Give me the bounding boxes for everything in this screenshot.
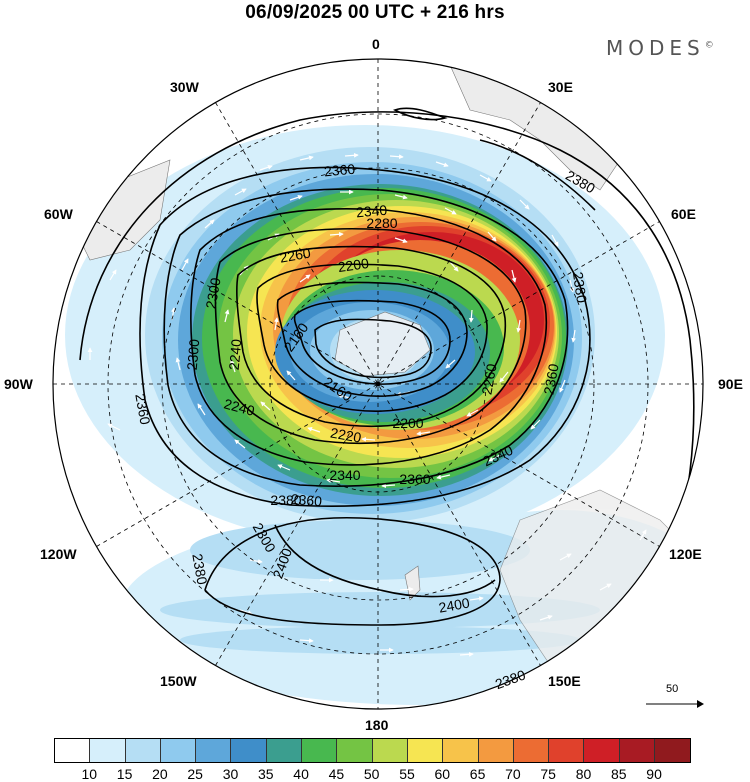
contour-label: 2300 [202, 276, 223, 310]
map-title: 06/09/2025 00 UTC + 216 hrs [245, 2, 505, 23]
colorbar-tick-label: 65 [469, 766, 486, 782]
map-boundary [52, 58, 704, 710]
colorbar-swatch [619, 739, 656, 762]
contour-label: 2340 [329, 467, 360, 483]
colorbar-tick-label: 30 [222, 766, 239, 782]
colorbar-swatch [443, 739, 479, 762]
label-90w: 90W [4, 376, 33, 392]
colorbar-tick-label: 80 [575, 766, 592, 782]
label-180: 180 [365, 717, 389, 733]
colorbar-tick-label: 70 [505, 766, 521, 782]
label-150e: 150E [548, 673, 581, 689]
contour-label: 2380 [570, 271, 590, 304]
contour-label: 2200 [392, 415, 423, 431]
reference-vector-arrow [646, 700, 704, 708]
pole-marker [375, 381, 381, 387]
contour-label: 2260 [478, 362, 499, 396]
colorbar-swatch [655, 739, 691, 762]
label-150w: 150W [160, 673, 197, 689]
colorbar-tick-label: 90 [646, 766, 662, 782]
colorbar-tick-label: 40 [293, 766, 309, 782]
colorbar-swatch [584, 739, 620, 762]
colorbar [54, 738, 692, 763]
label-90e: 90E [718, 376, 743, 392]
contour-label: 2280 [366, 215, 397, 231]
contour-label: 2360 [399, 471, 430, 487]
label-60e: 60E [671, 206, 696, 222]
colorbar-swatch [302, 739, 338, 762]
colorbar-swatch [55, 739, 91, 762]
colorbar-tick-label: 15 [116, 766, 133, 782]
contour-label: 2240 [222, 395, 256, 419]
label-120e: 120E [669, 546, 702, 562]
contour-label: 2360 [323, 161, 356, 180]
graticule [53, 59, 703, 709]
colorbar-tick-label: 35 [258, 766, 274, 782]
colorbar-swatch [160, 739, 197, 762]
colorbar-tick-label: 75 [540, 766, 556, 782]
colorbar-tick-label: 25 [187, 766, 203, 782]
label-30e: 30E [548, 79, 573, 95]
colorbar-swatch [407, 739, 444, 762]
colorbar-swatch [513, 739, 550, 762]
colorbar-tick-label: 60 [434, 766, 451, 782]
colorbar-tick-label: 85 [611, 766, 627, 782]
contour-label: 2200 [337, 255, 370, 275]
colorbar-tick-label: 50 [363, 766, 380, 782]
contour-label: 2380 [189, 552, 210, 586]
colorbar-tick-label: 45 [328, 766, 345, 782]
label-120w: 120W [40, 546, 77, 562]
contour-label: 2240 [226, 338, 245, 371]
label-30w: 30W [170, 79, 199, 95]
contour-label: 2400 [437, 594, 471, 615]
contour-label: 2380 [270, 492, 301, 508]
colorbar-tick-label: 10 [81, 766, 98, 782]
colorbar-swatch [266, 739, 303, 762]
colorbar-swatch [90, 739, 126, 762]
colorbar-swatch [125, 739, 161, 762]
colorbar-tick-label: 20 [152, 766, 168, 782]
contour-label: 2220 [329, 424, 363, 445]
label-60w: 60W [44, 206, 73, 222]
colorbar-swatch [231, 739, 267, 762]
colorbar-swatch [196, 739, 232, 762]
contour-label: 2340 [355, 202, 388, 221]
contour-label: 2360 [540, 362, 561, 396]
label-0: 0 [372, 36, 380, 52]
colorbar-swatch [372, 739, 408, 762]
colorbar-swatch [337, 739, 373, 762]
colorbar-swatch [478, 739, 514, 762]
reference-vector-label: 50 [666, 683, 679, 695]
colorbar-tick-label: 55 [399, 766, 415, 782]
contour-label: 2360 [132, 392, 153, 426]
contour-label: 2260 [278, 244, 312, 265]
colorbar-swatch [549, 739, 585, 762]
contour-label: 2300 [184, 338, 203, 371]
contour-label: 2360 [290, 491, 323, 510]
modes-logo: MODES© [606, 36, 714, 60]
